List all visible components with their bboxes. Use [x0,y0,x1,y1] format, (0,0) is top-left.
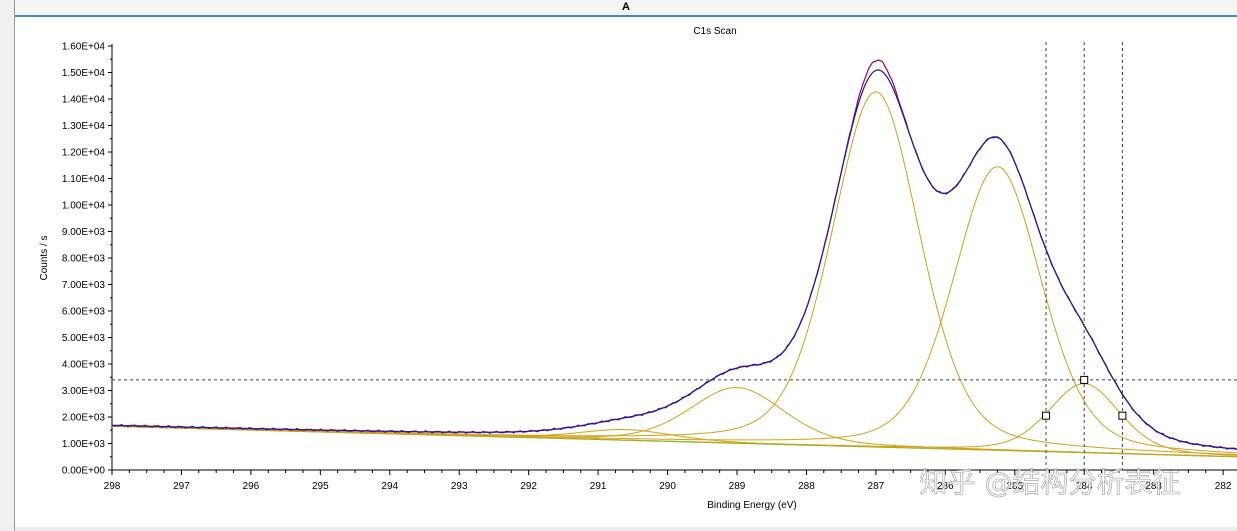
x-tick-label: 294 [381,481,398,492]
chart-title: C1s Scan [693,26,736,37]
plot-area [111,42,1237,470]
cursor-handle[interactable] [1118,411,1127,420]
x-tick-label: 286 [937,481,954,492]
y-tick-label: 8.00E+03 [62,254,106,265]
y-tick-label: 4.00E+03 [62,360,106,371]
x-tick-label: 295 [312,481,329,492]
y-tick-label: 6.00E+03 [62,307,106,318]
y-tick-label: 1.40E+04 [62,95,106,106]
x-axis-label: Binding Energy (eV) [707,500,797,511]
cursor-handle[interactable] [1080,375,1089,384]
bottom-border [15,527,1237,531]
left-panel-border [0,0,15,531]
component-peak-5 [111,383,1237,456]
x-tick-label: 292 [520,481,537,492]
envelope-line [112,69,1237,450]
x-tick-label: 297 [173,481,190,492]
component-peak-4 [112,166,1237,454]
x-tick-label: 290 [659,481,676,492]
x-tick-label: 285 [1006,481,1023,492]
y-tick-label: 3.00E+03 [62,386,106,397]
y-tick-label: 9.00E+03 [62,227,106,238]
x-tick-label: 282 [1215,481,1232,492]
y-tick-label: 5.00E+03 [62,333,106,344]
y-tick-label: 1.60E+04 [62,42,106,53]
x-tick-label: 291 [590,481,607,492]
y-tick-label: 7.00E+03 [62,280,106,291]
cursor-handle[interactable] [1042,411,1051,420]
x-tick-label: 288 [798,481,815,492]
y-tick-label: 1.00E+04 [62,201,106,212]
chart-tab-header[interactable]: A [15,0,1237,17]
y-axis-label: Counts / s [39,235,50,280]
x-tick-label: 287 [868,481,885,492]
component-peak-3 [112,91,1237,456]
x-tick-label: 284 [1076,481,1093,492]
y-tick-label: 1.20E+04 [62,148,106,159]
watermark: 知乎 @结构分析表征 [920,466,1181,499]
y-tick-label: 0.00E+00 [62,466,106,477]
y-tick-label: 1.30E+04 [62,121,106,132]
x-tick-label: 298 [104,481,121,492]
x-tick-label: 296 [243,481,260,492]
x-tick-label: 289 [729,481,746,492]
x-tick-label: 293 [451,481,468,492]
raw-data-line [111,59,1237,451]
y-tick-label: 1.50E+04 [62,68,106,79]
y-tick-label: 1.10E+04 [62,174,106,185]
y-tick-label: 2.00E+03 [62,413,106,424]
x-tick-label: 283 [1145,481,1162,492]
y-tick-label: 1.00E+03 [62,439,106,450]
component-peak-2 [111,386,1237,457]
axes: 0.00E+00 1.00E+03 2.00E+03 3.00E+03 4.00E+03… [62,42,1237,492]
